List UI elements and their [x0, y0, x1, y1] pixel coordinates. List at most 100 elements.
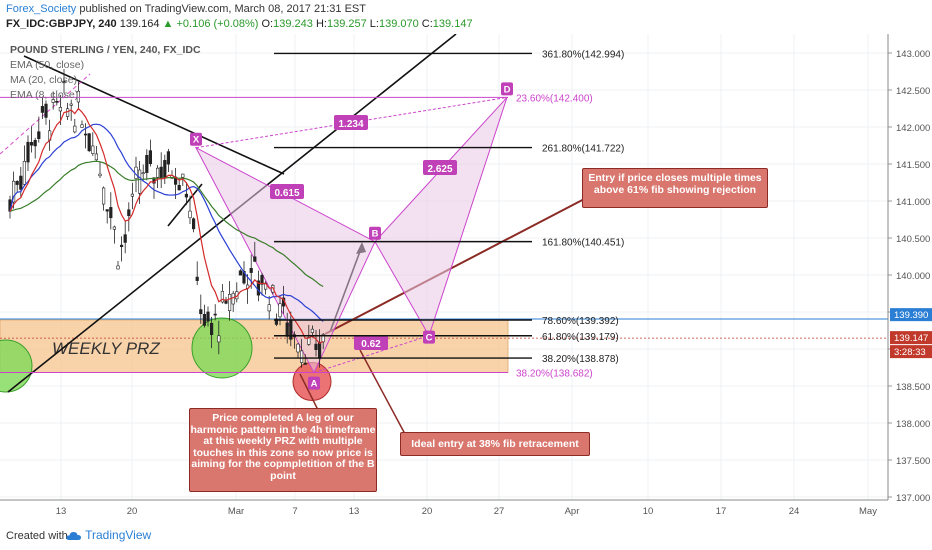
ratio-box — [270, 184, 304, 199]
ohlc-line: FX_IDC:GBPJPY, 240 139.164 ▲ +0.106 (+0.… — [6, 18, 473, 30]
point-label: C — [426, 333, 433, 344]
candle-body — [40, 106, 44, 113]
candle-body — [228, 294, 232, 311]
x-tick-label: 7 — [292, 506, 297, 517]
candle-body — [141, 172, 145, 175]
candle-body — [116, 265, 120, 270]
candle-body — [310, 328, 315, 333]
fib-label: 361.80%(142.994) — [542, 49, 624, 60]
candle-body — [120, 244, 124, 248]
y-tick-label: 141.000 — [896, 197, 930, 208]
pattern-ac-line — [313, 335, 430, 374]
candle-body — [188, 210, 192, 219]
x-tick-label: 27 — [494, 506, 505, 517]
tradingview-logo[interactable]: TradingView — [66, 528, 151, 542]
callout-entry: Entry if price closes multiple times abo… — [582, 168, 768, 208]
candle-body — [105, 209, 109, 212]
candle-body — [303, 362, 307, 365]
change-value: ▲ +0.106 (+0.08%) — [162, 18, 259, 30]
y-tick-label: 143.000 — [896, 49, 930, 60]
published-text: published on TradingView.com, March 08, … — [79, 3, 366, 15]
x-tick-label: 24 — [789, 506, 800, 517]
brand-label: TradingView — [85, 528, 152, 542]
candle-body — [33, 140, 37, 147]
candle-body — [62, 80, 66, 84]
candle-body — [109, 207, 113, 219]
candle-body — [156, 167, 160, 178]
fib-label: 161.80%(140.451) — [542, 238, 624, 249]
candle-body — [274, 318, 279, 325]
candle-body — [184, 193, 189, 198]
legend-ema8: EMA (8, close) — [10, 89, 79, 101]
prz-label: WEEKLY PRZ — [52, 339, 160, 358]
candle-body — [58, 107, 62, 112]
author-link[interactable]: Forex_Society — [6, 3, 77, 15]
legend-title: POUND STERLING / YEN, 240, FX_IDC — [10, 44, 201, 56]
point-marker — [308, 376, 320, 390]
close-value: 139.147 — [432, 18, 473, 30]
fib-label: 261.80%(141.722) — [542, 144, 624, 155]
candle-body — [51, 99, 55, 103]
candle-body — [202, 313, 207, 326]
x-tick-label: 13 — [56, 506, 67, 517]
callout-a-leg: Price completed A leg of our harmonic pa… — [189, 408, 377, 492]
candle-body — [238, 270, 243, 276]
pattern-marks: X A B C D — [190, 82, 513, 390]
fib-label: 38.20%(138.682) — [516, 369, 593, 380]
candle-body — [163, 160, 167, 178]
high-label: H: — [315, 18, 327, 30]
low-label: L: — [369, 18, 379, 30]
y-tick-label: 142.500 — [896, 86, 930, 97]
candle-body — [66, 108, 70, 117]
legend-ma20: MA (20, close) — [10, 74, 78, 86]
candle-body — [181, 173, 185, 178]
candle-body — [130, 193, 135, 197]
ma20-line — [9, 123, 324, 322]
touch-circle — [191, 317, 253, 379]
open-label: O: — [261, 18, 274, 30]
candle-body — [19, 175, 23, 190]
y-tick-label: 142.000 — [896, 123, 930, 134]
x-tick-label: 17 — [716, 506, 727, 517]
candle-body — [249, 268, 253, 273]
candle-body — [37, 131, 41, 139]
created-with-text: Created with — [6, 530, 68, 542]
candle-body — [213, 313, 217, 316]
callout-ideal-entry: Ideal entry at 38% fib retracement — [400, 432, 590, 456]
x-tick-label: 20 — [422, 506, 433, 517]
callout-pointer — [359, 349, 406, 435]
last-price-tag-bg — [890, 331, 932, 345]
candle-body — [76, 90, 80, 103]
y-tick-label: 137.000 — [896, 493, 930, 504]
ratio-label: 2.625 — [427, 164, 452, 175]
legend-ema50: EMA (50, close) — [10, 59, 85, 71]
fib-label: 38.20%(138.878) — [542, 354, 619, 365]
dashed-trendline — [0, 73, 91, 155]
countdown-tag-bg — [890, 345, 932, 359]
point-label: B — [372, 229, 379, 240]
y-tick-label: 137.500 — [896, 456, 930, 467]
y-tick-label: 140.500 — [896, 234, 930, 245]
moving-averages — [9, 107, 324, 345]
point-marker — [501, 82, 513, 96]
close-label: C: — [421, 18, 433, 30]
open-value: 139.243 — [273, 18, 313, 30]
y-tick-label: 138.500 — [896, 382, 930, 393]
candle-body — [22, 161, 27, 185]
candle-body — [299, 350, 304, 363]
candle-body — [177, 185, 181, 191]
candle-body — [317, 341, 322, 359]
candle-body — [199, 309, 203, 315]
y-tick-label: 141.500 — [896, 160, 930, 171]
candle-body — [69, 103, 73, 106]
candle-body — [253, 256, 257, 262]
candle-body — [138, 169, 142, 194]
candle-body — [112, 226, 116, 230]
candle-body — [44, 103, 48, 118]
candle-body — [84, 133, 88, 136]
prz-zone: WEEKLY PRZ — [0, 317, 888, 402]
ratio-box — [334, 115, 368, 130]
y-tick-label: 138.000 — [896, 419, 930, 430]
y-tick-label: 140.000 — [896, 271, 930, 282]
candle-body — [206, 311, 210, 322]
